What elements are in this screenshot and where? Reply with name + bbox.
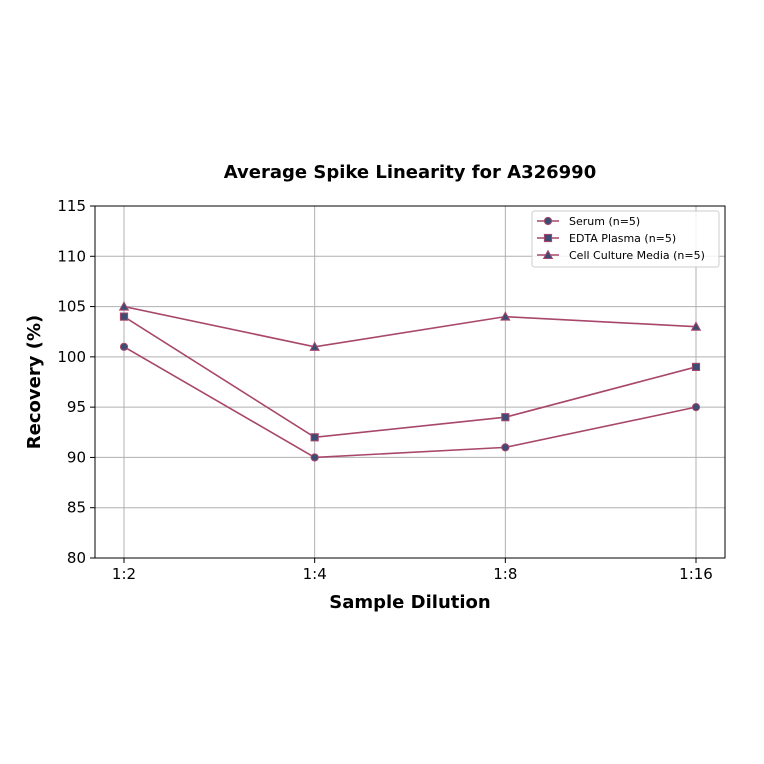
data-point bbox=[309, 341, 320, 351]
y-axis-label: Recovery (%) bbox=[24, 315, 45, 449]
series-2 bbox=[118, 301, 702, 351]
legend-item: EDTA Plasma (n=5) bbox=[537, 232, 676, 245]
series-1 bbox=[119, 312, 701, 442]
legend: Serum (n=5) EDTA Plasma (n=5) Cell Culture… bbox=[531, 210, 720, 268]
y-tick-label: 90 bbox=[67, 448, 86, 466]
y-tick-label: 105 bbox=[57, 298, 86, 316]
data-point bbox=[119, 342, 129, 351]
series-layer bbox=[118, 301, 702, 462]
x-tick-label: 1:4 bbox=[303, 565, 327, 583]
legend-marker-triangle bbox=[542, 249, 554, 260]
x-tick-label: 1:2 bbox=[112, 565, 136, 583]
y-tick-label: 95 bbox=[67, 398, 86, 416]
series-0 bbox=[119, 342, 701, 462]
x-axis: 1:2 1:4 1:8 1:16 bbox=[112, 558, 713, 583]
legend-label: EDTA Plasma (n=5) bbox=[569, 232, 676, 245]
data-point bbox=[310, 433, 319, 442]
y-tick-label: 100 bbox=[57, 348, 86, 366]
legend-marker-circle bbox=[543, 216, 553, 226]
y-tick-label: 85 bbox=[67, 499, 86, 517]
y-axis: 80 85 90 95 100 105 110 115 bbox=[57, 197, 95, 567]
chart-title: Average Spike Linearity for A326990 bbox=[224, 162, 596, 183]
plot-area-frame bbox=[94, 205, 726, 559]
series-line bbox=[123, 346, 697, 459]
legend-label: Cell Culture Media (n=5) bbox=[569, 249, 705, 262]
y-tick-label: 80 bbox=[67, 549, 86, 567]
series-line bbox=[123, 315, 697, 439]
legend-label: Serum (n=5) bbox=[569, 215, 640, 228]
x-tick-label: 1:8 bbox=[493, 565, 517, 583]
data-point bbox=[691, 362, 701, 372]
legend-item: Serum (n=5) bbox=[537, 215, 640, 228]
data-point bbox=[310, 453, 319, 462]
y-tick-label: 115 bbox=[57, 197, 86, 215]
data-point bbox=[691, 403, 701, 412]
legend-marker-square bbox=[543, 233, 553, 243]
data-point bbox=[119, 312, 129, 321]
data-point bbox=[118, 301, 130, 311]
legend-item: Cell Culture Media (n=5) bbox=[537, 249, 705, 262]
x-tick-label: 1:16 bbox=[679, 565, 713, 583]
data-point bbox=[501, 413, 510, 422]
legend-box bbox=[531, 210, 720, 268]
x-axis-label: Sample Dilution bbox=[329, 592, 490, 613]
y-tick-label: 110 bbox=[57, 247, 86, 265]
data-point bbox=[500, 311, 511, 321]
series-line bbox=[123, 305, 697, 348]
data-point bbox=[501, 443, 510, 452]
data-point bbox=[690, 321, 702, 331]
